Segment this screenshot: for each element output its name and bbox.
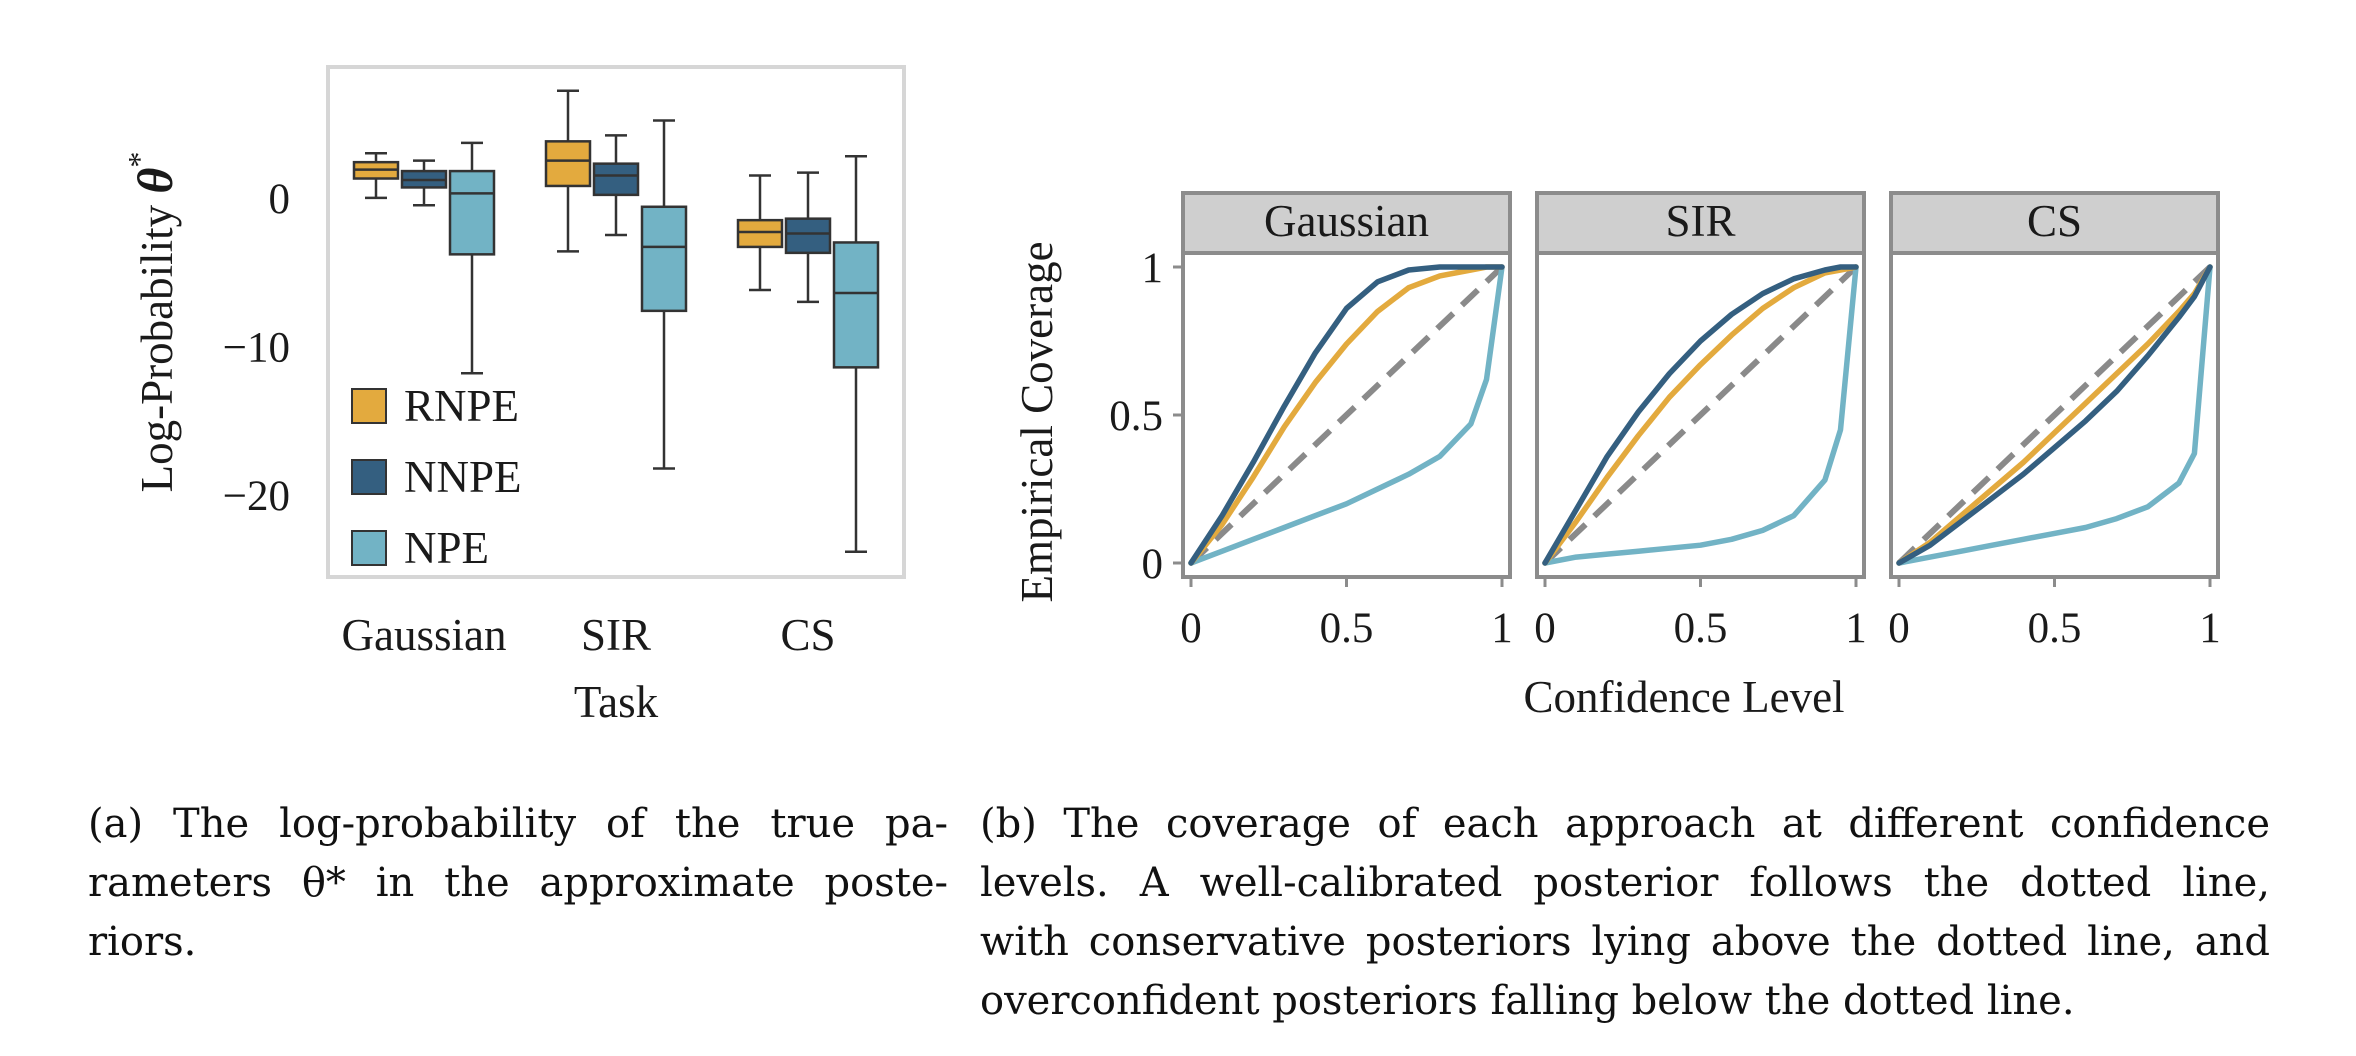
coverage-x-axis-label: Confidence Level (1523, 672, 1844, 722)
caption-b: (b) The coverage of each approach at dif… (980, 795, 2270, 1031)
legend-label: RNPE (404, 381, 519, 431)
coverage-panel-gaussian: Gaussian 0 0.5 1 0 0.5 1 (1109, 191, 1513, 652)
box-nnpe-gaussian (400, 159, 448, 207)
coverage-x-tick-label: 1 (1845, 605, 1867, 652)
legend-label: NNPE (404, 452, 522, 502)
coverage-y-tick-label: 0 (1142, 541, 1164, 588)
coverage-line-nnpe (1542, 264, 1859, 566)
coverage-x-tick-label: 0.5 (1320, 605, 1374, 652)
panel-strip-label: SIR (1665, 196, 1735, 246)
coverage-line-npe (1542, 264, 1859, 566)
caption-a: (a) The log-probability of the true pa- … (88, 795, 948, 972)
legend-item-nnpe: NNPE (351, 452, 522, 502)
panel-strip (1181, 191, 1512, 255)
coverage-x-tick-label: 0.5 (2028, 605, 2082, 652)
coverage-line-npe (1188, 264, 1505, 566)
box-body (832, 241, 880, 369)
box-body (544, 140, 592, 188)
box-body (592, 162, 640, 197)
boxplot-x-tick-label: Gaussian (342, 610, 507, 660)
caption-b-line: levels. A well-calibrated posterior foll… (980, 860, 2270, 906)
caption-b-line: (b) The coverage of each approach at dif… (980, 801, 2270, 847)
box-rnpe-gaussian (352, 151, 400, 200)
legend-label: NPE (404, 523, 489, 573)
boxplot-x-ticks: Gaussian SIR CS (342, 610, 836, 660)
coverage-x-tick-label: 0 (1888, 605, 1910, 652)
panel-strip-label: Gaussian (1264, 196, 1429, 246)
box-body (640, 205, 688, 313)
boxplot-panel: 0 −10 −20 Gaussian SIR CS Log-Probability θ*… (121, 65, 906, 727)
boxplot-y-tick-label: 0 (269, 176, 291, 223)
box-npe-sir (640, 119, 688, 470)
boxplot-legend: RNPE NNPE NPE (351, 381, 522, 573)
box-rnpe-cs (736, 174, 784, 292)
box-rnpe-sir (544, 89, 592, 253)
coverage-x-tick-label: 0 (1180, 605, 1202, 652)
caption-b-line: overconfident posteriors falling below t… (980, 978, 2075, 1024)
panel-strip-label: CS (2027, 196, 2082, 246)
coverage-y-axis-label: Empirical Coverage (1012, 241, 1062, 602)
legend-swatch (351, 388, 387, 424)
figure-canvas: 0 −10 −20 Gaussian SIR CS Log-Probability θ*… (121, 65, 2221, 727)
box-nnpe-sir (592, 134, 640, 237)
box-body (736, 218, 784, 249)
coverage-x-tick-label: 0 (1534, 605, 1556, 652)
coverage-x-tick-label: 0.5 (1674, 605, 1728, 652)
legend-item-rnpe: RNPE (351, 381, 519, 431)
box-nnpe-cs (784, 171, 832, 304)
boxplot-x-axis-label: Task (574, 677, 659, 727)
calibration-diagonal-line (1188, 264, 1505, 566)
coverage-line-rnpe (1896, 264, 2213, 566)
caption-b-line: with conservative posteriors lying above… (980, 919, 2270, 965)
coverage-line-nnpe (1188, 264, 1505, 566)
boxplot-y-axis-label: Log-Probability θ* (121, 152, 183, 493)
coverage-panel-cs: CS 0 0.5 1 (1888, 191, 2221, 652)
coverage-line-rnpe (1542, 264, 1859, 566)
boxplot-x-tick-label: CS (780, 610, 835, 660)
panel-strip (1535, 191, 1866, 255)
legend-swatch (351, 459, 387, 495)
boxplot-y-tick-label: −20 (223, 473, 290, 520)
box-npe-gaussian (448, 141, 496, 375)
coverage-panel-sir: SIR 0 0.5 1 (1534, 191, 1867, 652)
coverage-y-tick-label: 1 (1142, 245, 1164, 292)
coverage-x-tick-label: 1 (2199, 605, 2221, 652)
boxplot-boxes (352, 89, 880, 553)
coverage-x-tick-label: 1 (1491, 605, 1513, 652)
coverage-line-npe (1896, 264, 2213, 566)
caption-a-line: (a) The log-probability of the true pa- (88, 801, 948, 847)
coverage-y-tick-label: 0.5 (1109, 393, 1163, 440)
legend-swatch (351, 530, 387, 566)
calibration-diagonal-line (1542, 264, 1859, 566)
boxplot-x-tick-label: SIR (581, 610, 651, 660)
box-body (784, 217, 832, 255)
caption-a-line: rameters θ* in the approximate poste- (88, 860, 948, 906)
boxplot-y-ticks: 0 −10 −20 (223, 176, 290, 520)
legend-item-npe: NPE (351, 523, 489, 573)
caption-a-line: riors. (88, 919, 197, 965)
coverage-line-nnpe (1896, 264, 2213, 566)
boxplot-frame (326, 65, 906, 579)
calibration-diagonal-line (1896, 264, 2213, 566)
box-npe-cs (832, 154, 880, 553)
box-body (448, 169, 496, 256)
boxplot-y-tick-label: −10 (223, 325, 290, 372)
